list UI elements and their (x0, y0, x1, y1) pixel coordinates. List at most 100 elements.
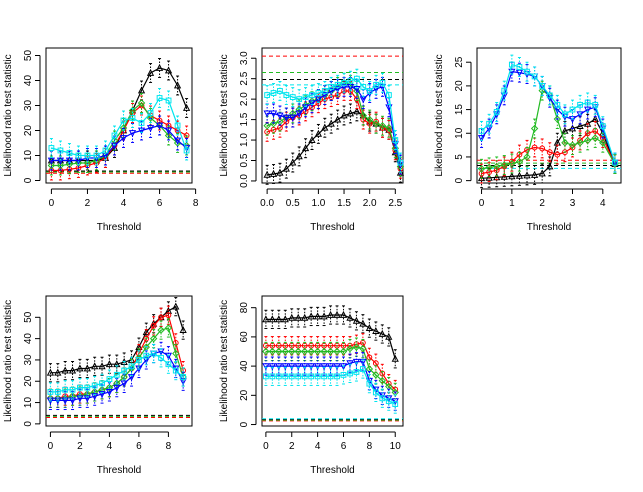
data-point (386, 92, 392, 98)
series-1 (262, 305, 399, 369)
data-point (289, 109, 297, 118)
data-point (583, 136, 592, 145)
data-point (359, 111, 367, 120)
data-point (576, 122, 584, 130)
data-point (539, 82, 546, 89)
data-point (339, 310, 348, 318)
y-tick-label: 0 (23, 421, 34, 427)
data-point (84, 384, 91, 391)
data-point (577, 101, 583, 108)
series-5 (264, 68, 404, 173)
x-tick-label: 10 (390, 441, 402, 452)
y-tick-label: 50 (23, 311, 34, 323)
x-tick-label: 6 (136, 441, 142, 452)
x-tick-label: 2 (539, 198, 545, 209)
data-point (270, 90, 277, 96)
plot-frame (261, 47, 404, 184)
data-point (308, 373, 315, 380)
data-point (91, 382, 98, 389)
data-point (113, 371, 120, 378)
data-point (276, 168, 284, 176)
data-point (128, 363, 135, 370)
data-point (269, 169, 278, 177)
data-point (599, 139, 607, 147)
chart-panel-1: 0 2 4 6 8 0 10 20 30 40 50 Threshold Likelihood rati… (3, 47, 199, 233)
data-point (334, 86, 342, 93)
y-tick-label: 2.0 (239, 92, 250, 106)
data-point (546, 149, 553, 156)
series-1 (477, 109, 619, 189)
data-point (346, 313, 354, 321)
data-point (295, 373, 302, 380)
data-point (307, 363, 315, 371)
data-point (301, 144, 310, 152)
series-line (51, 124, 187, 162)
data-point (353, 87, 361, 95)
plot-frame (476, 47, 622, 184)
data-point (158, 314, 164, 321)
data-point (500, 161, 508, 169)
data-point (46, 368, 55, 376)
series-4 (477, 61, 619, 173)
data-point (599, 123, 606, 130)
data-point (515, 157, 524, 166)
data-point (119, 135, 128, 143)
data-point (54, 368, 62, 376)
data-point (539, 145, 546, 152)
data-point (76, 364, 84, 372)
data-point (366, 380, 373, 387)
data-point (477, 165, 486, 173)
data-point (508, 159, 516, 168)
data-point (584, 99, 591, 106)
data-point (523, 153, 531, 161)
data-point (561, 139, 569, 147)
y-tick-label: 40 (23, 75, 34, 87)
data-point (546, 92, 553, 99)
x-axis-title: Threshold (527, 222, 571, 233)
chart-panel-5: 0 2 4 6 8 10 0 20 40 60 80 Threshold Likelihood rati… (219, 295, 404, 476)
data-point (378, 83, 387, 91)
data-point (294, 313, 302, 321)
data-point (523, 171, 531, 179)
y-tick-label: 30 (23, 354, 34, 366)
data-point (98, 362, 106, 370)
x-tick-label: 0 (48, 441, 54, 452)
data-point (352, 316, 361, 324)
data-point (275, 363, 283, 371)
data-point (179, 326, 187, 333)
data-point (365, 115, 374, 124)
data-point (359, 319, 367, 327)
data-point (155, 122, 164, 130)
data-point (128, 130, 137, 138)
plot-frame (45, 47, 193, 184)
series-1 (263, 101, 405, 185)
data-point (48, 145, 55, 151)
data-point (372, 326, 380, 334)
x-tick-label: 2 (85, 198, 91, 209)
data-point (554, 101, 561, 108)
data-point (320, 312, 328, 320)
data-point (113, 384, 121, 392)
x-tick-label: 1.5 (337, 198, 351, 209)
data-point (165, 312, 172, 319)
data-point (302, 94, 309, 100)
data-point (321, 123, 329, 131)
data-point (137, 86, 146, 94)
data-point (326, 347, 335, 356)
data-point (74, 159, 83, 167)
data-point (321, 92, 329, 100)
data-point (328, 83, 335, 90)
data-point (295, 105, 303, 114)
x-tick-label: 4 (121, 198, 127, 209)
data-point (102, 147, 109, 154)
plot-frame (45, 295, 193, 427)
x-tick-label: 6 (157, 198, 163, 209)
series-line (481, 63, 616, 163)
data-point (372, 389, 379, 396)
data-point (508, 68, 516, 76)
data-point (295, 110, 303, 118)
data-point (347, 370, 353, 377)
data-point (360, 83, 367, 90)
y-tick-label: 3.0 (239, 51, 250, 65)
